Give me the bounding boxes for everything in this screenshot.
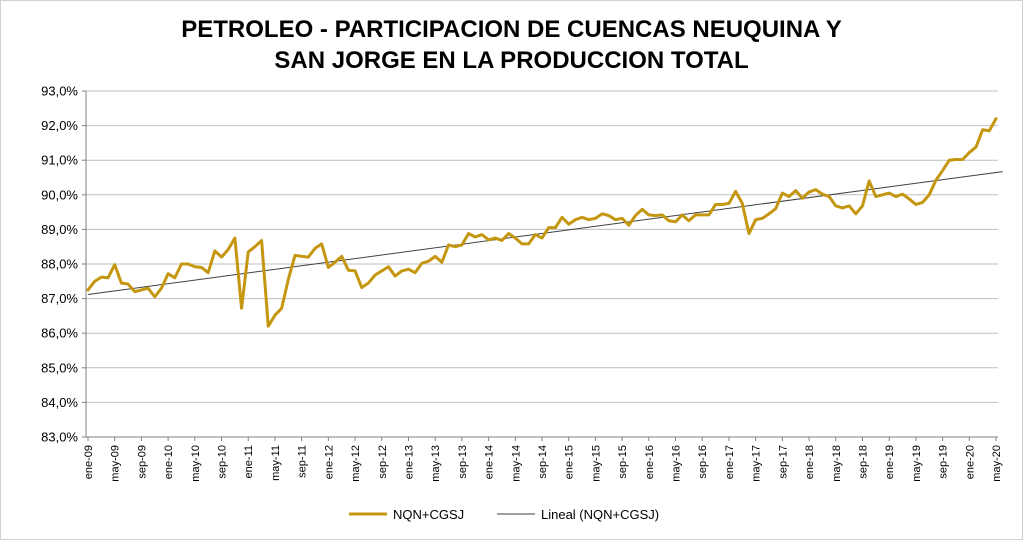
x-tick-label: ene-16	[644, 445, 656, 479]
x-tick-label: sep-15	[617, 445, 629, 479]
y-tick-label: 87,0%	[41, 291, 78, 306]
x-tick-label: ene-18	[804, 445, 816, 479]
x-tick-label: sep-10	[217, 445, 229, 479]
x-tick-label: ene-13	[403, 445, 415, 479]
x-tick-label: may-15	[590, 445, 602, 482]
y-tick-labels: 83,0% 84,0% 85,0% 86,0% 87,0% 88,0% 89,0% 90,0%…	[41, 84, 78, 445]
x-tick-label: sep-09	[136, 445, 148, 479]
x-tick-label: sep-18	[857, 445, 869, 479]
y-tick-label: 84,0%	[41, 395, 78, 410]
chart-title-line-2: SAN JORGE EN LA PRODUCCION TOTAL	[274, 47, 749, 74]
x-tick-label: ene-17	[724, 445, 736, 479]
x-tick-label: may-16	[671, 445, 683, 482]
y-tick-label: 85,0%	[41, 360, 78, 375]
x-tick-label: ene-19	[884, 445, 896, 479]
legend-label-nqn-cgsj: NQN+CGSJ	[393, 507, 464, 522]
series-line-nqn-cgsj	[86, 117, 998, 328]
y-tick-label: 93,0%	[41, 84, 78, 99]
x-tick-label: sep-16	[697, 445, 709, 479]
chart-title: PETROLEO - PARTICIPACION DE CUENCAS NEUQ…	[0, 14, 1023, 76]
x-tick-label: ene-10	[163, 445, 175, 479]
x-tick-label: may-14	[510, 445, 522, 482]
x-tick-label: ene-15	[564, 445, 576, 479]
y-tick-label: 91,0%	[41, 153, 78, 168]
y-tick-label: 83,0%	[41, 430, 78, 445]
axes	[82, 90, 998, 441]
x-tick-label: ene-11	[243, 445, 255, 478]
legend-label-lineal: Lineal (NQN+CGSJ)	[541, 507, 659, 522]
y-tick-label: 92,0%	[41, 118, 78, 133]
x-tick-label: may-10	[190, 445, 202, 482]
x-tick-labels: ene-09 may-09 sep-09 ene-10 may-10 sep-10 ene-…	[83, 445, 1003, 482]
x-tick-label: sep-12	[377, 445, 389, 479]
x-tick-label: sep-17	[777, 445, 789, 479]
chart-title-line-1: PETROLEO - PARTICIPACION DE CUENCAS NEUQ…	[181, 16, 842, 43]
x-tick-label: sep-11	[297, 445, 309, 478]
x-tick-label: ene-14	[484, 445, 496, 479]
x-tick-label: may-13	[430, 445, 442, 482]
x-tick-label: sep-14	[537, 445, 549, 479]
legend: NQN+CGSJ Lineal (NQN+CGSJ)	[349, 507, 659, 522]
x-tick-label: may-09	[110, 445, 122, 482]
x-tick-label: ene-12	[323, 445, 335, 479]
series	[86, 117, 1003, 328]
x-tick-label: ene-20	[964, 445, 976, 479]
x-tick-label: ene-09	[83, 445, 95, 479]
x-tick-label: may-18	[831, 445, 843, 482]
x-tick-label: may-12	[350, 445, 362, 482]
y-tick-label: 86,0%	[41, 326, 78, 341]
x-tick-label: may-20	[991, 445, 1003, 482]
x-tick-label: sep-19	[938, 445, 950, 479]
y-tick-label: 90,0%	[41, 187, 78, 202]
gridlines	[86, 90, 998, 403]
x-tick-label: may-17	[751, 445, 763, 482]
x-tick-label: may-19	[911, 445, 923, 482]
y-tick-label: 88,0%	[41, 257, 78, 272]
x-tick-label: may-11	[270, 445, 282, 481]
x-tick-label: sep-13	[457, 445, 469, 479]
y-tick-label: 89,0%	[41, 222, 78, 237]
